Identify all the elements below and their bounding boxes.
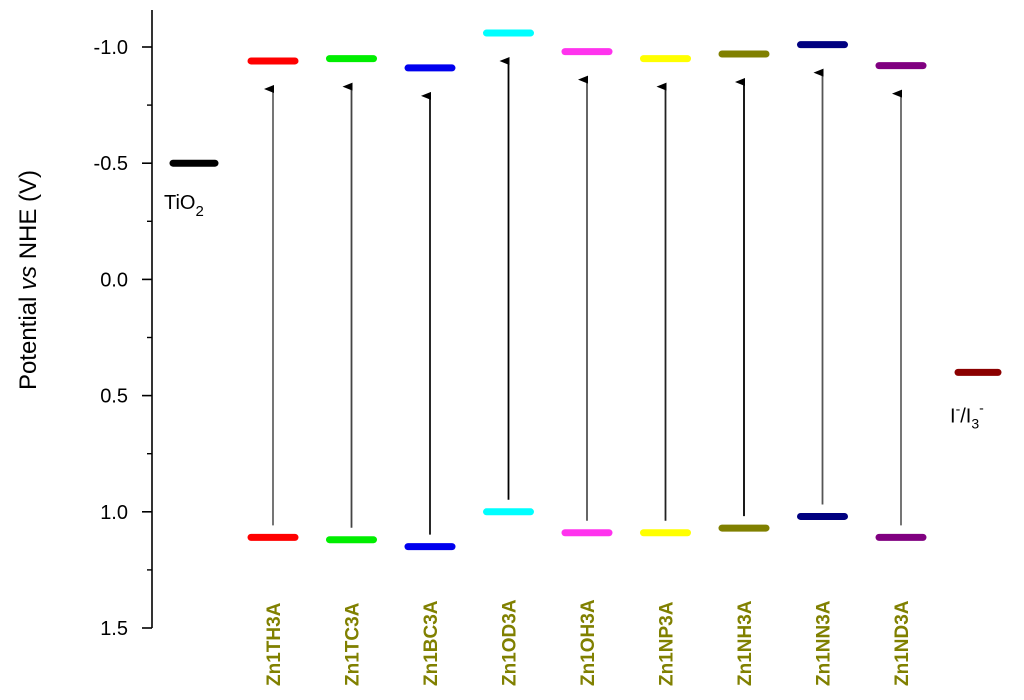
category-label: Zn1ND3A — [892, 600, 913, 686]
dye-group-zn1od3a: Zn1OD3A — [483, 29, 534, 686]
dye-group-zn1nh3a: Zn1NH3A — [718, 50, 770, 686]
category-label: Zn1BC3A — [421, 600, 442, 686]
dye-group-zn1oh3a: Zn1OH3A — [561, 48, 613, 686]
iodide-label-part: 3 — [971, 415, 979, 431]
dye-group-zn1nn3a: Zn1NN3A — [797, 41, 848, 686]
category-label: Zn1NP3A — [657, 601, 678, 686]
category-label: Zn1OH3A — [578, 599, 599, 686]
category-label: Zn1TC3A — [343, 602, 364, 686]
dye-group-zn1np3a: Zn1NP3A — [640, 55, 691, 686]
y-tick-label: 1.0 — [100, 502, 128, 524]
y-axis-label-suffix: NHE (V) — [15, 170, 42, 259]
iodide-triiodide-label: I-/I3- — [950, 399, 984, 431]
category-label: Zn1NH3A — [735, 600, 756, 686]
category-label: Zn1TH3A — [264, 602, 285, 686]
iodide-label-part: /I — [960, 405, 971, 427]
dye-group-zn1bc3a: Zn1BC3A — [404, 64, 456, 686]
y-tick-label: 0.5 — [100, 386, 128, 408]
dye-levels: Zn1TH3A Zn1TC3A Zn1BC3A Zn1OD3A Zn1OH3A Zn1NP… — [247, 29, 927, 686]
y-axis-ticks: -1.0 -0.5 0.0 0.5 1.0 1.5 — [94, 37, 152, 640]
dye-group-zn1th3a: Zn1TH3A — [247, 57, 299, 686]
tio2-label-main: TiO — [164, 192, 195, 214]
y-tick-label: 0.0 — [100, 269, 128, 291]
y-axis-label: Potential vs NHE (V) — [15, 170, 42, 390]
category-label: Zn1OD3A — [500, 599, 521, 686]
iodide-label-part: I — [950, 405, 956, 427]
y-tick-label: -1.0 — [94, 37, 128, 59]
iodide-label-part: - — [956, 400, 961, 416]
y-axis-label-italic: vs — [15, 266, 42, 290]
tio2-label: TiO2 — [164, 192, 204, 220]
dye-group-zn1nd3a: Zn1ND3A — [875, 62, 927, 686]
dye-group-zn1tc3a: Zn1TC3A — [326, 55, 377, 686]
y-tick-label: 1.5 — [100, 618, 128, 640]
iodide-label-part: - — [979, 399, 984, 415]
category-label: Zn1NN3A — [814, 600, 835, 686]
y-axis-label-prefix: Potential — [15, 290, 42, 390]
y-tick-label: -0.5 — [94, 153, 128, 175]
tio2-label-subscript: 2 — [195, 203, 203, 220]
